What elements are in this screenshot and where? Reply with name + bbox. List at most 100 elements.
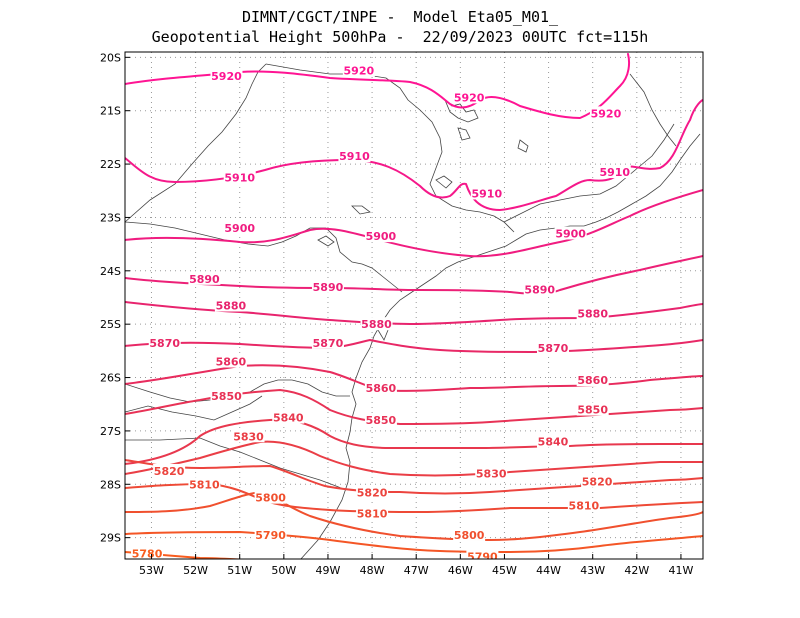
coast-or-border-line xyxy=(125,63,267,223)
contour-label-background xyxy=(188,477,221,491)
contour-label: 5910 xyxy=(339,150,370,163)
coast-or-border-line xyxy=(125,221,403,293)
lat-tick-label: 20S xyxy=(100,51,121,64)
contour-label-background xyxy=(311,279,344,293)
contour-label: 5880 xyxy=(577,308,608,321)
contour-label-background xyxy=(223,221,256,235)
chart-title-line-1: DIMNT/CGCT/INPE - Model Eta05_M01_ xyxy=(241,8,559,26)
contour-label: 5910 xyxy=(599,166,630,179)
contour-label: 5920 xyxy=(344,65,375,78)
contour-line-5920 xyxy=(125,53,630,119)
lon-tick-label: 44W xyxy=(536,564,561,577)
lon-tick-label: 41W xyxy=(669,564,694,577)
contour-label-background xyxy=(232,429,265,443)
lat-tick-label: 28S xyxy=(100,478,121,491)
contour-label: 5790 xyxy=(467,550,498,563)
contour-label-background xyxy=(272,410,305,424)
contour-line-5900 xyxy=(125,189,703,258)
lat-tick-label: 26S xyxy=(100,372,121,385)
contour-label-background xyxy=(453,90,486,104)
contour-label-background xyxy=(536,341,569,355)
lon-tick-label: 48W xyxy=(360,564,385,577)
contour-label-background xyxy=(466,549,499,559)
contour-label: 5840 xyxy=(273,412,304,425)
lon-tick-label: 53W xyxy=(139,564,164,577)
contour-label-background xyxy=(576,306,609,320)
lon-tick-label: 43W xyxy=(580,564,605,577)
contour-label-background xyxy=(581,474,614,488)
contour-line-5820 xyxy=(125,459,703,495)
contour-label-background xyxy=(589,106,622,120)
lon-tick-label: 45W xyxy=(492,564,517,577)
contour-label: 5810 xyxy=(357,508,388,521)
contour-label: 5810 xyxy=(569,500,600,513)
contour-label-background xyxy=(210,69,243,83)
contour-label: 5890 xyxy=(524,283,555,296)
contour-label: 5920 xyxy=(591,107,622,120)
coast-or-border-line xyxy=(125,395,263,421)
contour-label-background xyxy=(148,335,181,349)
lake-outline xyxy=(517,139,529,153)
contour-line-5780 xyxy=(125,551,400,559)
contour-line-5840 xyxy=(125,418,703,465)
contour-label: 5820 xyxy=(357,486,388,499)
coast-or-border-line xyxy=(629,73,677,147)
contour-label: 5910 xyxy=(224,171,255,184)
contour-label: 5790 xyxy=(255,529,286,542)
contour-label-background xyxy=(210,389,243,403)
lon-tick-label: 46W xyxy=(448,564,473,577)
contour-label: 5850 xyxy=(577,404,608,417)
lat-tick-label: 29S xyxy=(100,532,121,545)
contour-label-background xyxy=(254,490,287,504)
contour-label: 5860 xyxy=(366,382,397,395)
contour-label: 5830 xyxy=(233,430,264,443)
contour-line-5880 xyxy=(125,301,703,325)
contour-label: 5900 xyxy=(366,230,397,243)
contour-label: 5810 xyxy=(189,478,220,491)
lon-tick-label: 52W xyxy=(183,564,208,577)
contour-label-background xyxy=(364,229,397,243)
contour-label-background xyxy=(364,381,397,395)
contour-label-background xyxy=(576,373,609,387)
contour-label: 5880 xyxy=(361,318,392,331)
contour-label-background xyxy=(188,271,221,285)
lat-tick-label: 24S xyxy=(100,265,121,278)
lon-tick-label: 47W xyxy=(404,564,429,577)
contour-label-background xyxy=(223,170,256,184)
contour-label: 5900 xyxy=(555,227,586,240)
contour-label-background xyxy=(360,317,393,331)
contour-label: 5870 xyxy=(538,342,569,355)
contour-label-background xyxy=(523,282,556,296)
contour-label: 5780 xyxy=(132,548,163,561)
lat-tick-label: 27S xyxy=(100,425,121,438)
contour-label: 5890 xyxy=(313,281,344,294)
contour-label-background xyxy=(576,402,609,416)
contour-label: 5820 xyxy=(582,476,613,489)
contour-line-5790 xyxy=(125,531,703,553)
contour-label: 5800 xyxy=(255,492,286,505)
lat-tick-label: 22S xyxy=(100,158,121,171)
contour-label-background xyxy=(131,546,164,559)
contour-label: 5820 xyxy=(154,465,185,478)
contour-line-5910 xyxy=(125,99,703,211)
contour-label-background xyxy=(536,434,569,448)
contour-labels: 5920 5920 5920 5920 5910 5910 5910 5910 5900 5900… xyxy=(131,63,631,563)
contour-label-background xyxy=(453,527,486,541)
chart-title-line-2: Geopotential Height 500hPa - 22/09/2023 … xyxy=(151,28,649,46)
contour-label: 5850 xyxy=(211,390,242,403)
map-frame xyxy=(124,51,704,560)
contour-label-background xyxy=(311,335,344,349)
contour-label: 5860 xyxy=(577,374,608,387)
coastlines-and-borders xyxy=(125,63,701,559)
contour-line-5860 xyxy=(125,364,703,392)
lake-outline xyxy=(435,175,453,189)
contour-label-background xyxy=(214,298,247,312)
contour-label: 5870 xyxy=(313,337,344,350)
lon-tick-label: 50W xyxy=(271,564,296,577)
lon-tick-label: 42W xyxy=(624,564,649,577)
lake-outline xyxy=(457,127,471,141)
contour-label-background xyxy=(567,498,600,512)
contour-label-background xyxy=(153,463,186,477)
